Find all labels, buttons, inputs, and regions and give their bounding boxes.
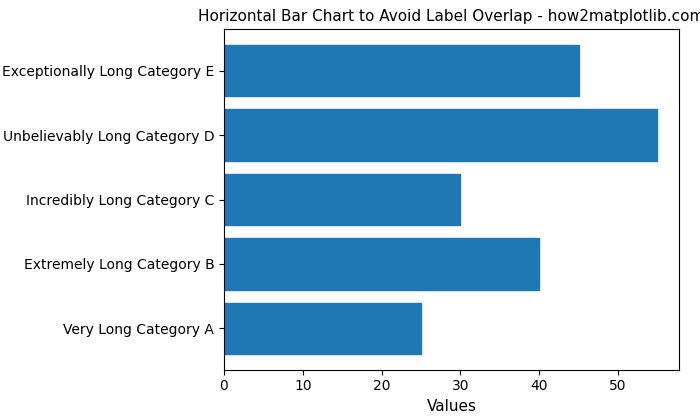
Bar bbox=[224, 302, 421, 354]
Title: Horizontal Bar Chart to Avoid Label Overlap - how2matplotlib.com: Horizontal Bar Chart to Avoid Label Over… bbox=[198, 9, 700, 24]
Bar bbox=[224, 238, 539, 290]
Bar bbox=[224, 109, 657, 161]
X-axis label: Values: Values bbox=[426, 399, 477, 414]
Bar bbox=[224, 174, 461, 225]
Bar bbox=[224, 45, 578, 97]
